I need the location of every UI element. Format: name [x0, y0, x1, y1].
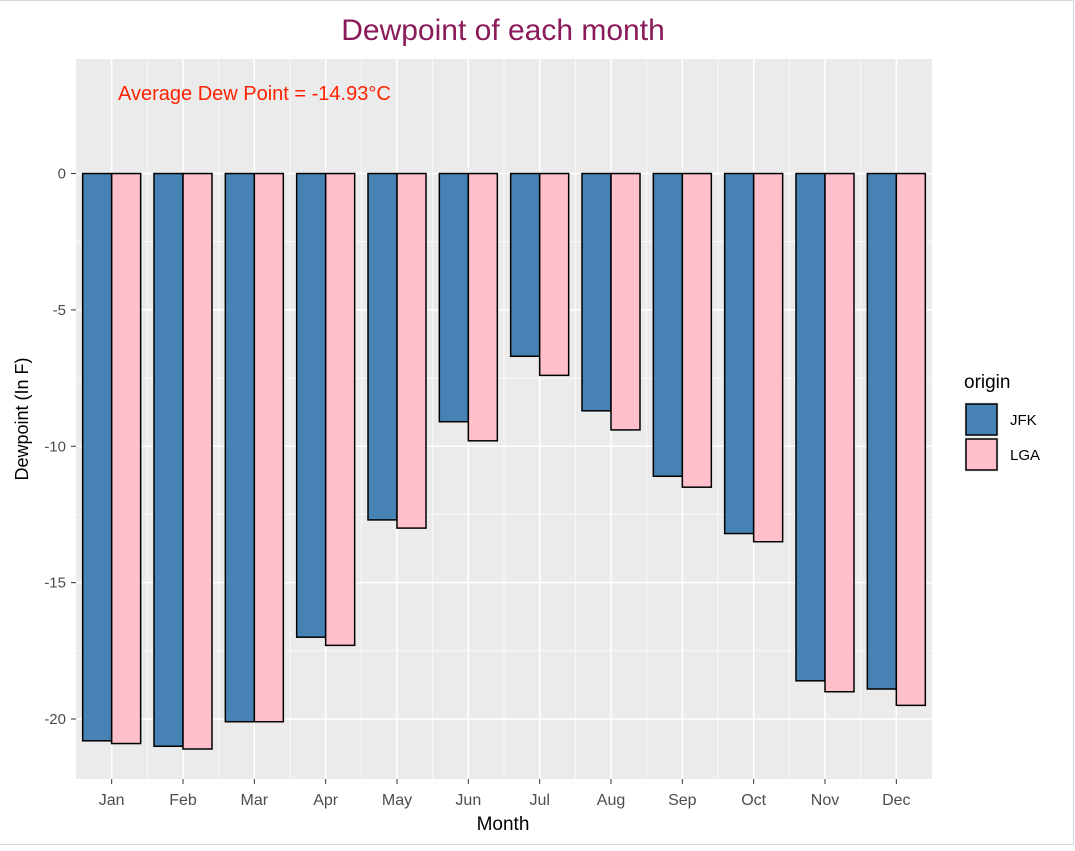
bar-lga-dec — [895, 172, 927, 707]
y-axis-label: Dewpoint (In F) — [12, 357, 32, 480]
y-tick-label: -15 — [44, 575, 66, 592]
bar-lga-jun — [467, 172, 499, 442]
x-tick-label: Apr — [313, 792, 339, 809]
chart-title: Dewpoint of each month — [341, 14, 665, 47]
bar-lga-aug — [610, 172, 641, 431]
bar-lga-sep — [681, 172, 713, 488]
x-tick-label: Jun — [455, 792, 481, 809]
x-tick-label: Dec — [882, 792, 910, 809]
bars-group — [81, 172, 927, 750]
x-tick-label: Jan — [99, 792, 125, 809]
bar-jfk-nov — [795, 172, 826, 682]
x-axis: Jan Feb Mar Apr May Jun Jul Aug Sep Oct Nov Dec — [99, 779, 911, 809]
y-tick-label: -20 — [44, 711, 66, 728]
bar-jfk-mar — [224, 172, 256, 723]
y-tick-label: -5 — [53, 302, 66, 319]
x-tick-label: Aug — [597, 792, 625, 809]
bar-lga-jan — [110, 172, 142, 745]
x-tick-label: May — [382, 792, 412, 809]
x-axis-label: Month — [477, 814, 530, 835]
legend-swatch-lga — [965, 438, 998, 471]
bar-jfk-jan — [81, 172, 113, 742]
bar-lga-mar — [253, 172, 285, 723]
bar-jfk-apr — [295, 172, 327, 638]
x-tick-label: Mar — [241, 792, 269, 809]
legend: origin JFK LGA — [964, 372, 1040, 472]
x-tick-label: Jul — [529, 792, 549, 809]
bar-jfk-dec — [866, 172, 898, 690]
bar-jfk-sep — [652, 172, 684, 478]
x-tick-label: Nov — [811, 792, 839, 809]
bar-lga-jul — [538, 172, 570, 377]
bar-jfk-aug — [581, 172, 612, 412]
legend-label-lga: LGA — [1010, 447, 1040, 464]
bar-jfk-feb — [153, 172, 184, 748]
bar-jfk-jun — [438, 172, 470, 423]
y-tick-label: -10 — [44, 438, 66, 455]
bar-jfk-may — [367, 172, 398, 521]
x-tick-label: Sep — [668, 792, 697, 809]
bar-lga-apr — [324, 172, 356, 647]
x-tick-label: Feb — [169, 792, 197, 809]
bar-lga-feb — [182, 172, 213, 750]
legend-swatch-jfk — [965, 403, 998, 436]
bar-lga-oct — [752, 172, 784, 543]
legend-label-jfk: JFK — [1010, 412, 1037, 429]
bar-jfk-jul — [509, 172, 541, 358]
legend-title: origin — [964, 372, 1010, 393]
bar-jfk-oct — [723, 172, 755, 535]
bar-lga-nov — [824, 172, 855, 693]
bar-lga-may — [396, 172, 427, 529]
y-tick-label: 0 — [58, 166, 66, 183]
chart-annotation: Average Dew Point = -14.93°C — [118, 83, 391, 105]
x-tick-label: Oct — [741, 792, 766, 809]
y-axis: 0 -5 -10 -15 -20 — [44, 166, 76, 728]
